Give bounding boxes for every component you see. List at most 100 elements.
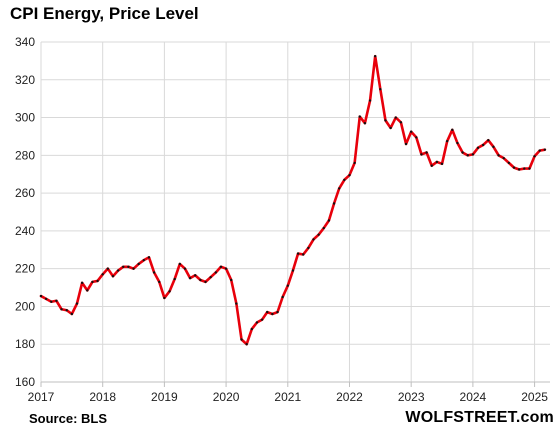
data-point: [55, 299, 58, 302]
data-point: [168, 290, 171, 293]
data-point: [214, 271, 218, 274]
data-point: [44, 297, 48, 301]
y-tick-label: 200: [15, 299, 35, 313]
data-point: [430, 164, 433, 167]
data-point: [389, 126, 392, 130]
x-tick-label: 2024: [460, 390, 487, 404]
data-point: [173, 277, 176, 281]
data-point: [373, 54, 377, 58]
data-point: [425, 151, 428, 154]
data-point: [461, 151, 464, 154]
data-point: [80, 281, 84, 285]
data-point: [116, 269, 120, 272]
x-tick-label: 2018: [89, 390, 116, 404]
data-point: [358, 115, 361, 118]
data-point: [199, 278, 202, 282]
data-point: [512, 166, 516, 169]
data-point: [86, 289, 89, 292]
data-point: [204, 280, 207, 284]
data-point: [240, 338, 243, 341]
data-point: [65, 309, 68, 312]
data-point: [528, 167, 531, 170]
data-point: [122, 265, 125, 268]
data-point: [158, 280, 161, 284]
x-tick-label: 2019: [151, 390, 178, 404]
data-point: [394, 116, 397, 119]
plot-area: [39, 54, 547, 346]
x-axis-ticks: 2017 2018 2019 2020 2021 2022 2023 2024 2025: [28, 390, 549, 404]
data-point: [399, 121, 403, 124]
data-point: [415, 136, 418, 139]
data-point: [343, 178, 346, 182]
y-tick-label: 340: [15, 35, 35, 49]
data-point: [302, 253, 305, 256]
data-point: [338, 187, 341, 190]
data-point: [332, 202, 336, 205]
data-point: [50, 300, 53, 303]
data-point: [245, 343, 248, 346]
data-point: [291, 269, 295, 272]
data-point: [111, 275, 115, 278]
data-point: [96, 279, 99, 283]
data-point: [235, 302, 238, 305]
y-tick-label: 160: [15, 375, 35, 389]
data-point: [209, 275, 212, 279]
x-tick-label: 2022: [336, 390, 363, 404]
data-point: [476, 146, 480, 149]
data-point: [142, 258, 146, 262]
series-line: [39, 54, 547, 346]
data-point: [523, 167, 526, 170]
data-point: [188, 276, 192, 280]
source-note: Source: BLS: [29, 411, 108, 426]
data-point: [420, 153, 423, 156]
y-tick-label: 240: [15, 224, 35, 238]
x-tick-label: 2023: [398, 390, 425, 404]
data-point: [348, 173, 351, 177]
y-tick-label: 180: [15, 337, 35, 351]
data-point: [250, 327, 253, 331]
data-point: [101, 273, 104, 276]
data-point: [409, 130, 413, 133]
data-point: [230, 278, 233, 282]
x-tick-label: 2021: [274, 390, 301, 404]
data-point: [137, 262, 140, 266]
data-point: [497, 154, 500, 157]
data-point: [435, 160, 439, 164]
data-point: [183, 267, 187, 270]
data-point: [327, 219, 331, 222]
data-point: [271, 312, 274, 316]
data-point: [312, 238, 315, 241]
data-point: [286, 284, 289, 287]
data-point: [266, 310, 269, 314]
data-point: [281, 295, 284, 299]
data-point: [152, 271, 156, 274]
data-point: [39, 294, 43, 298]
data-point: [451, 128, 454, 132]
data-point: [70, 312, 74, 316]
data-point: [255, 321, 259, 324]
data-point: [163, 296, 166, 300]
data-point: [147, 256, 151, 259]
data-point: [507, 161, 511, 165]
data-point: [178, 262, 182, 266]
y-tick-label: 260: [15, 186, 35, 200]
x-tick-label: 2017: [28, 390, 55, 404]
data-point: [276, 310, 279, 314]
data-point: [194, 274, 197, 277]
data-point: [363, 122, 367, 125]
data-point: [60, 308, 63, 311]
x-tick-label: 2025: [521, 390, 548, 404]
y-tick-label: 220: [15, 262, 35, 276]
data-point: [481, 143, 485, 147]
data-point: [445, 139, 449, 143]
data-point: [317, 233, 320, 236]
y-axis-ticks: 160 180 200 220 240 260 280 300 320 340: [15, 35, 35, 389]
data-point: [296, 252, 300, 255]
data-point: [379, 88, 382, 91]
data-point: [492, 145, 495, 149]
axes: [40, 381, 550, 387]
data-point: [127, 265, 130, 268]
data-point: [322, 226, 325, 230]
data-point: [307, 246, 310, 250]
